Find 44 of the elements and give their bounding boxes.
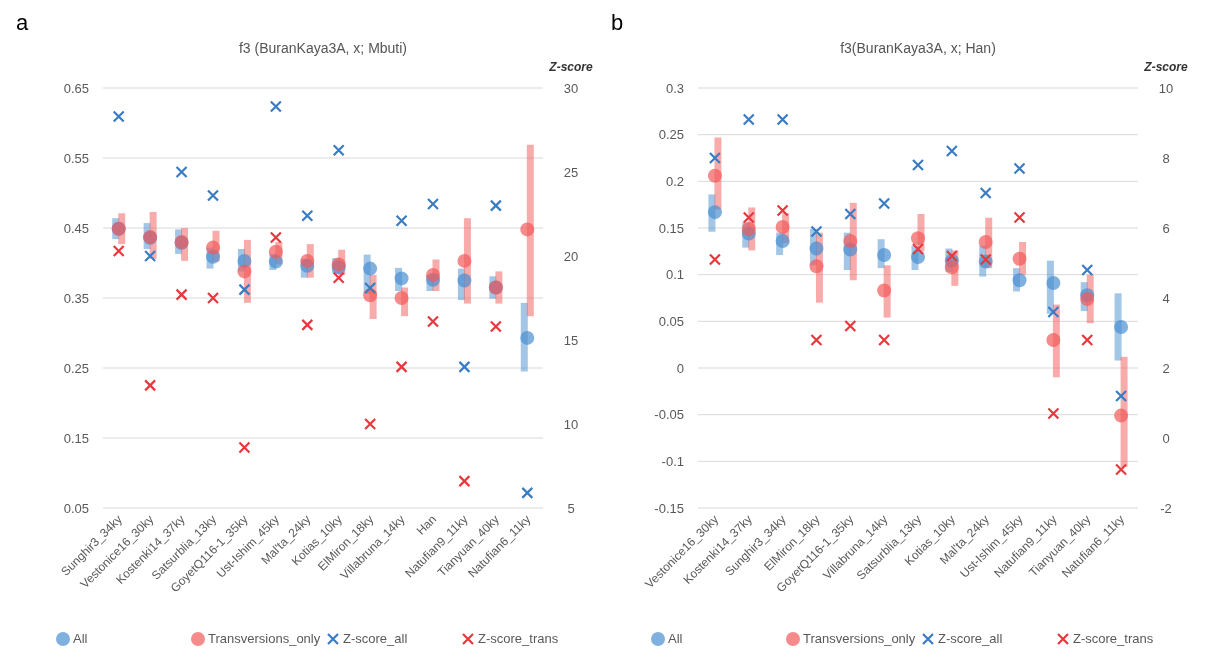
legend-label: All [668,631,683,646]
y2-tick-label: 0 [1162,430,1170,446]
y2-tick-label: 8 [1162,150,1170,166]
y2-tick-label: 6 [1162,220,1170,236]
legend-label: Z-score_trans [478,631,559,646]
y2-tick-label: -2 [1160,500,1172,516]
y2-axis-title: Z-score [548,60,593,74]
text: b [611,10,624,35]
y-tick-label: 0.65 [63,80,89,96]
legend-label: Transversions_only [208,631,321,646]
y-tick-label: 0.15 [658,220,684,236]
y2-tick-label: 15 [563,332,579,348]
y2-tick-label: 20 [563,248,579,264]
y-tick-label: -0.05 [654,407,684,423]
y-tick-label: 0 [676,360,684,376]
y-tick-label: 0.35 [63,290,89,306]
y2-tick-label: 4 [1162,290,1170,306]
y2-tick-label: 5 [567,500,575,516]
legend-label: Z-score_trans [1073,631,1154,646]
y-tick-label: 0.55 [63,150,89,166]
y2-tick-label: 10 [1158,80,1174,96]
chart-title: f3 (BuranKaya3A, x; Mbuti) [238,40,408,56]
y-tick-label: 0.15 [63,430,89,446]
y2-tick-label: 25 [563,164,579,180]
y-tick-label: 0.3 [665,80,684,96]
y-tick-label: 0.05 [63,500,89,516]
y2-axis-title: Z-score [1143,60,1188,74]
legend-label: All [73,631,88,646]
text: a [16,10,29,35]
legend-label: Z-score_all [343,631,408,646]
y-tick-label: 0.2 [665,173,684,189]
y2-tick-label: 30 [563,80,579,96]
y-tick-label: 0.25 [63,360,89,376]
y-tick-label: 0.05 [658,313,684,329]
y-tick-label: -0.1 [661,453,684,469]
y-tick-label: -0.15 [654,500,684,516]
legend-label: Transversions_only [803,631,916,646]
legend-label: Z-score_all [938,631,1003,646]
y-tick-label: 0.25 [658,127,684,143]
y2-tick-label: 10 [563,416,579,432]
chart-title: f3(BuranKaya3A, x; Han) [840,40,996,56]
y-tick-label: 0.1 [665,267,684,283]
y2-tick-label: 2 [1162,360,1170,376]
y-tick-label: 0.45 [63,220,89,236]
